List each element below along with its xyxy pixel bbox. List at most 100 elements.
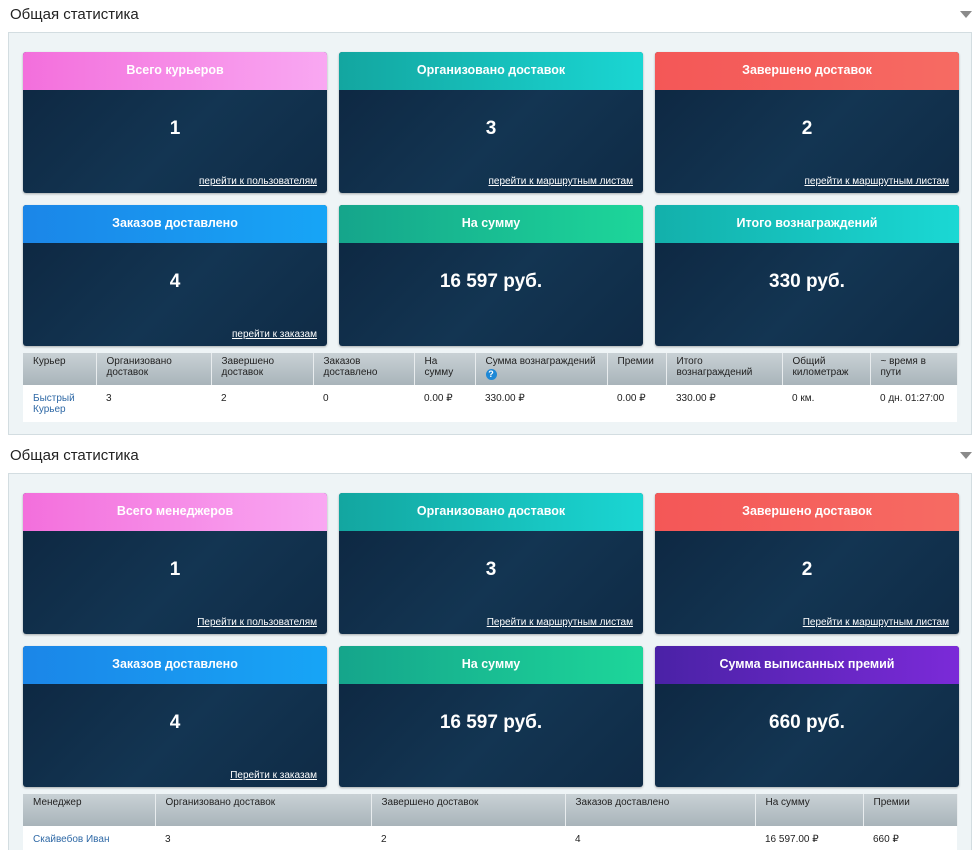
- card-link[interactable]: Перейти к пользователям: [197, 617, 317, 628]
- table-cell: 660 ₽: [863, 826, 957, 850]
- card-title: Сумма выписанных премий: [655, 646, 959, 684]
- card-value: 16 597 руб.: [439, 271, 543, 292]
- card-link[interactable]: Перейти к заказам: [230, 770, 317, 781]
- column-header: Курьер: [23, 353, 97, 385]
- card-title: На сумму: [339, 646, 643, 684]
- help-icon[interactable]: ?: [485, 369, 497, 380]
- header-label: Завершено доставок: [221, 356, 275, 378]
- section-title: Общая статистика: [10, 447, 139, 464]
- cell-text: 330.00 ₽: [485, 393, 525, 404]
- header-label: Итого вознаграждений: [676, 356, 753, 378]
- header-label: Завершено доставок: [381, 797, 479, 808]
- stat-card: Всего курьеров 1 перейти к пользователям: [23, 52, 327, 193]
- stat-card: Завершено доставок 2 Перейти к маршрутным …: [655, 493, 959, 634]
- stat-card: Завершено доставок 2 перейти к маршрутным …: [655, 52, 959, 193]
- header-label: Курьер: [33, 356, 66, 367]
- table-head: Менеджер Организовано доставок Завершено д…: [23, 794, 958, 826]
- cell-text: 0.00 ₽: [424, 393, 453, 404]
- name-link[interactable]: Скайвебов Иван: [33, 834, 110, 845]
- stat-card: Всего менеджеров 1 Перейти к пользователям: [23, 493, 327, 634]
- card-value: 1: [169, 118, 181, 139]
- table-cell: 0 дн. 01:27:00: [870, 385, 957, 422]
- card-title: Заказов доставлено: [23, 205, 327, 243]
- cell-text: 4: [575, 834, 581, 845]
- table-cell: 2: [211, 385, 313, 422]
- table-cell: 0 км.: [782, 385, 870, 422]
- stat-card: Организовано доставок 3 Перейти к маршрутн…: [339, 493, 643, 634]
- table-cell: 0.00 ₽: [414, 385, 475, 422]
- table-cell: 0.00 ₽: [607, 385, 666, 422]
- collapse-toggle[interactable]: [960, 452, 972, 459]
- column-header: Итого вознаграждений: [666, 353, 783, 385]
- table-cell: Скайвебов Иван: [23, 826, 155, 850]
- table-cell: 4: [565, 826, 755, 850]
- stat-card: Организовано доставок 3 перейти к маршрутн…: [339, 52, 643, 193]
- cell-text: 0 км.: [792, 393, 815, 404]
- name-link[interactable]: Быстрый Курьер: [33, 393, 75, 415]
- column-header: Премии: [863, 794, 958, 826]
- header-label: Организовано доставок: [165, 797, 276, 808]
- column-header: Заказов доставлено: [313, 353, 415, 385]
- cell-text: 660 ₽: [873, 834, 899, 845]
- table-head: Курьер Организовано доставок Завершено дос…: [23, 353, 958, 385]
- card-title: Всего курьеров: [23, 52, 327, 90]
- column-header: Завершено доставок: [371, 794, 566, 826]
- stat-card: Заказов доставлено 4 перейти к заказам: [23, 205, 327, 346]
- collapse-toggle[interactable]: [960, 11, 972, 18]
- header-label: Заказов доставлено: [323, 356, 378, 378]
- table-cell: 2: [371, 826, 565, 850]
- stat-card: Заказов доставлено 4 Перейти к заказам: [23, 646, 327, 787]
- cell-text: 16 597.00 ₽: [765, 834, 819, 845]
- card-title: На сумму: [339, 205, 643, 243]
- column-header: На сумму: [414, 353, 476, 385]
- table-body: Быстрый Курьер 3 2 0 0.00 ₽ 330.00 ₽ 0.00 ₽ 330…: [23, 385, 957, 422]
- header-label: На сумму: [765, 797, 810, 808]
- header-label: Сумма вознаграждений: [485, 356, 596, 367]
- data-row: Скайвебов Иван 3 2 4 16 597.00 ₽ 660 ₽: [23, 826, 957, 850]
- card-value: 660 руб.: [769, 712, 845, 733]
- section-panel: Всего курьеров 1 перейти к пользователям Ор…: [8, 32, 972, 435]
- card-link[interactable]: Перейти к маршрутным листам: [486, 617, 633, 628]
- header-label: Премии: [617, 356, 654, 367]
- card-link[interactable]: Перейти к маршрутным листам: [802, 617, 949, 628]
- stats-table: Курьер Организовано доставок Завершено дос…: [23, 353, 958, 422]
- stat-card: Итого вознаграждений 330 руб.: [655, 205, 959, 346]
- stat-card: На сумму 16 597 руб.: [339, 205, 643, 346]
- card-title: Итого вознаграждений: [655, 205, 959, 243]
- header-label: Премии: [873, 797, 910, 808]
- card-title: Завершено доставок: [655, 52, 959, 90]
- card-link[interactable]: перейти к заказам: [232, 329, 317, 340]
- card-link[interactable]: перейти к маршрутным листам: [804, 176, 949, 187]
- card-value: 2: [801, 118, 813, 139]
- card-value: 4: [169, 271, 181, 292]
- card-value: 3: [485, 118, 497, 139]
- cell-text: 0 дн. 01:27:00: [880, 393, 945, 404]
- column-header: На сумму: [755, 794, 864, 826]
- section-header: Общая статистика: [8, 441, 972, 471]
- column-header: Заказов доставлено: [565, 794, 756, 826]
- data-row: Быстрый Курьер 3 2 0 0.00 ₽ 330.00 ₽ 0.00 ₽ 330…: [23, 385, 957, 422]
- header-label: Менеджер: [33, 797, 82, 808]
- stat-card: Сумма выписанных премий 660 руб.: [655, 646, 959, 787]
- card-title: Организовано доставок: [339, 52, 643, 90]
- table-cell: 3: [155, 826, 371, 850]
- section-header: Общая статистика: [8, 0, 972, 30]
- section-title: Общая статистика: [10, 6, 139, 23]
- card-link[interactable]: перейти к маршрутным листам: [488, 176, 633, 187]
- table-cell: 330.00 ₽: [475, 385, 607, 422]
- card-value: 1: [169, 559, 181, 580]
- column-header: Организовано доставок: [96, 353, 212, 385]
- header-label: Общий километраж: [792, 356, 849, 378]
- column-header: Организовано доставок: [155, 794, 372, 826]
- card-link[interactable]: перейти к пользователям: [199, 176, 317, 187]
- header-row: Курьер Организовано доставок Завершено дос…: [23, 353, 958, 385]
- card-title: Заказов доставлено: [23, 646, 327, 684]
- table-cell: 16 597.00 ₽: [755, 826, 863, 850]
- stat-cards: Всего курьеров 1 перейти к пользователям Ор…: [23, 52, 959, 346]
- table-body: Скайвебов Иван 3 2 4 16 597.00 ₽ 660 ₽: [23, 826, 957, 850]
- cell-text: 3: [165, 834, 171, 845]
- cell-text: 3: [106, 393, 112, 404]
- stats-table: Менеджер Организовано доставок Завершено д…: [23, 794, 958, 850]
- cell-text: 0: [323, 393, 329, 404]
